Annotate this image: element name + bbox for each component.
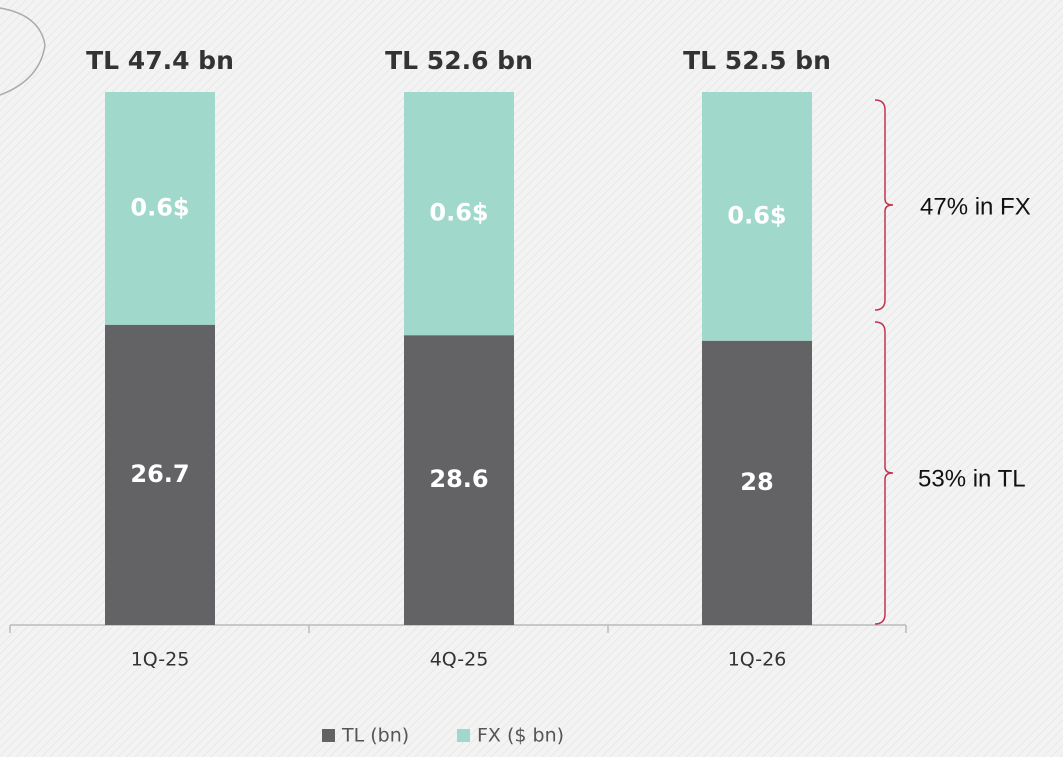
- data-label: 28: [740, 468, 773, 496]
- annotation: 47% in FX: [920, 193, 1031, 220]
- total-label: TL 52.6 bn: [385, 46, 533, 75]
- legend-swatch: [457, 729, 470, 742]
- bar-segment: [404, 335, 514, 625]
- bar-segment: [105, 324, 215, 625]
- bar-segment: [105, 92, 215, 325]
- bar-segment: [702, 340, 812, 625]
- bar-segment: [404, 92, 514, 336]
- annotation: 53% in TL: [918, 465, 1026, 492]
- data-label: 0.6$: [727, 201, 786, 229]
- brace: [874, 99, 894, 311]
- bar-segment: [702, 92, 812, 341]
- data-label: 26.7: [130, 460, 189, 488]
- legend-label: TL (bn): [341, 725, 409, 747]
- data-label: 0.6$: [429, 199, 488, 227]
- legend-label: FX ($ bn): [477, 725, 564, 747]
- data-label: 28.6: [429, 465, 488, 493]
- x-tick-label: 1Q-25: [131, 649, 190, 671]
- total-label: TL 52.5 bn: [683, 46, 831, 75]
- legend-swatch: [322, 729, 335, 742]
- x-tick-label: 4Q-25: [430, 649, 489, 671]
- brace: [874, 321, 894, 625]
- data-label: 0.6$: [130, 193, 189, 221]
- x-tick-label: 1Q-26: [728, 649, 787, 671]
- decor-arc: [0, 7, 46, 96]
- total-label: TL 47.4 bn: [86, 46, 234, 75]
